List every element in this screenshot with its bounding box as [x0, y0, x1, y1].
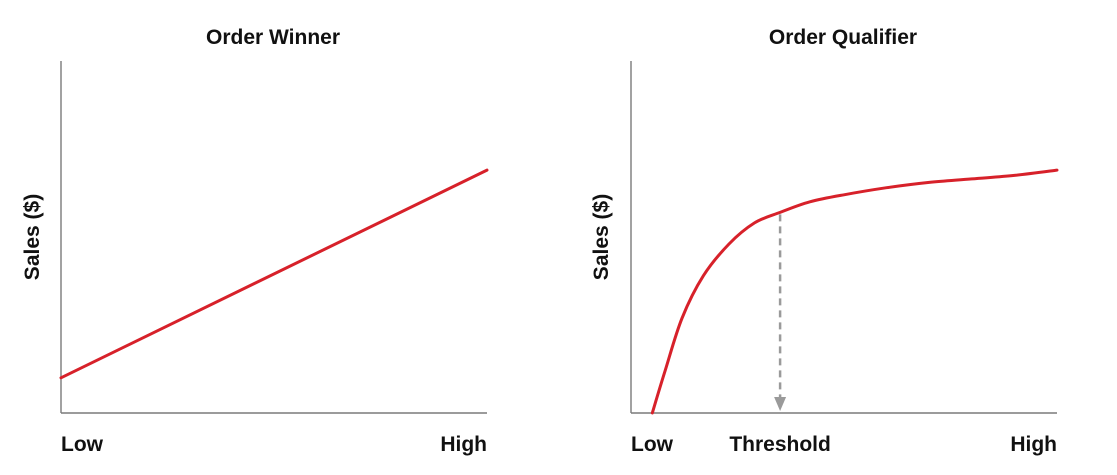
x-tick-label-high: High: [440, 433, 487, 456]
order-winner-chart: Order Winner Sales ($) Low High: [21, 26, 489, 456]
x-tick-label-low: Low: [61, 433, 104, 456]
order-qualifier-chart: Order Qualifier Sales ($) Low Threshold Hi…: [590, 26, 1059, 456]
order-winner-sales-line: [59, 168, 489, 380]
order-qualifier-x-ticks: Low Threshold High: [631, 433, 1057, 456]
x-tick-label-low: Low: [631, 433, 674, 456]
threshold-arrow-head: [774, 397, 787, 411]
order-winner-x-ticks: Low High: [61, 433, 487, 456]
order-qualifier-title: Order Qualifier: [769, 26, 917, 49]
x-tick-label-threshold: Threshold: [729, 433, 831, 456]
order-winner-y-axis-label: Sales ($): [21, 194, 44, 280]
x-tick-label-high: High: [1010, 433, 1057, 456]
order-qualifier-y-axis-label: Sales ($): [590, 194, 613, 280]
order-qualifier-sales-curve: [650, 168, 1059, 415]
order-winner-title: Order Winner: [206, 26, 340, 49]
